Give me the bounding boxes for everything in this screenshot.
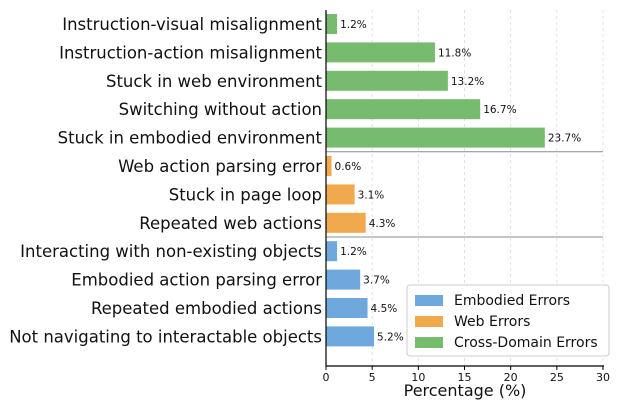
value-label-web-action-parsing-error: 0.6% (335, 161, 362, 173)
category-label-web-action-parsing-error: Web action parsing error (118, 157, 322, 176)
value-labels: 1.2% 11.8% 13.2% 16.7% 23.7% 0.6% 3.1% 4.3% 1.2%… (335, 19, 582, 343)
x-tick-label-15: 15 (458, 371, 472, 384)
category-label-not-navigating-to-interactable-objects: Not navigating to interactable objects (9, 327, 322, 346)
category-labels: Instruction-visual misalignment Instructi… (9, 15, 322, 346)
legend-swatch-cross-domain-errors (415, 337, 443, 348)
bar-switching-without-action (326, 99, 481, 120)
x-tick-label-20: 20 (504, 371, 518, 384)
value-label-stuck-in-embodied-environment: 23.7% (548, 133, 581, 145)
bar-stuck-in-web-environment (326, 70, 448, 91)
bar-stuck-in-page-loop (326, 184, 355, 205)
value-label-embodied-action-parsing-error: 3.7% (363, 275, 390, 287)
legend-label-embodied-errors: Embodied Errors (454, 293, 570, 309)
legend-box (406, 284, 610, 357)
category-label-repeated-web-actions: Repeated web actions (139, 214, 322, 233)
value-label-repeated-embodied-actions: 4.5% (371, 303, 398, 315)
x-tick-label-25: 25 (550, 371, 564, 384)
category-label-repeated-embodied-actions: Repeated embodied actions (91, 299, 322, 318)
value-label-stuck-in-page-loop: 3.1% (358, 189, 385, 201)
category-label-stuck-in-web-environment: Stuck in web environment (106, 72, 323, 91)
legend: Embodied Errors Web Errors Cross-Domain Er… (406, 284, 610, 357)
legend-swatch-web-errors (415, 316, 443, 327)
value-label-repeated-web-actions: 4.3% (369, 218, 396, 230)
legend-label-cross-domain-errors: Cross-Domain Errors (454, 335, 598, 351)
value-label-not-navigating-to-interactable-objects: 5.2% (377, 331, 404, 343)
value-label-instruction-action-misalignment: 11.8% (438, 47, 471, 59)
bar-instruction-action-misalignment (326, 42, 435, 63)
category-label-stuck-in-embodied-environment: Stuck in embodied environment (58, 129, 323, 148)
bar-interacting-with-non-existing-objects (326, 241, 338, 262)
x-tick-label-10: 10 (411, 371, 425, 384)
category-label-stuck-in-page-loop: Stuck in page loop (169, 185, 322, 204)
x-tick-label-5: 5 (369, 371, 376, 384)
bar-stuck-in-embodied-environment (326, 127, 545, 148)
bar-web-action-parsing-error (326, 156, 332, 176)
category-label-instruction-visual-misalignment: Instruction-visual misalignment (62, 15, 322, 34)
value-label-stuck-in-web-environment: 13.2% (451, 76, 484, 88)
value-label-interacting-with-non-existing-objects: 1.2% (340, 246, 367, 258)
value-label-switching-without-action: 16.7% (483, 104, 516, 116)
x-axis-title: Percentage (%) (404, 381, 527, 400)
legend-label-web-errors: Web Errors (454, 314, 530, 330)
category-label-embodied-action-parsing-error: Embodied action parsing error (71, 271, 322, 290)
legend-swatch-embodied-errors (415, 295, 443, 306)
axes: 0 5 10 15 20 25 30 (323, 10, 610, 384)
category-label-switching-without-action: Switching without action (119, 100, 322, 119)
bar-instruction-visual-misalignment (326, 14, 338, 34)
value-label-instruction-visual-misalignment: 1.2% (340, 19, 367, 31)
bar-embodied-action-parsing-error (326, 269, 361, 290)
x-tick-label-0: 0 (323, 371, 330, 384)
category-label-instruction-action-misalignment: Instruction-action misalignment (59, 43, 322, 62)
category-label-interacting-with-non-existing-objects: Interacting with non-existing objects (20, 242, 322, 261)
bar-repeated-embodied-actions (326, 298, 368, 318)
bars (326, 14, 545, 347)
x-tick-label-30: 30 (596, 371, 610, 384)
bar-not-navigating-to-interactable-objects (326, 326, 375, 347)
group-separators (326, 151, 603, 238)
bar-repeated-web-actions (326, 212, 366, 233)
